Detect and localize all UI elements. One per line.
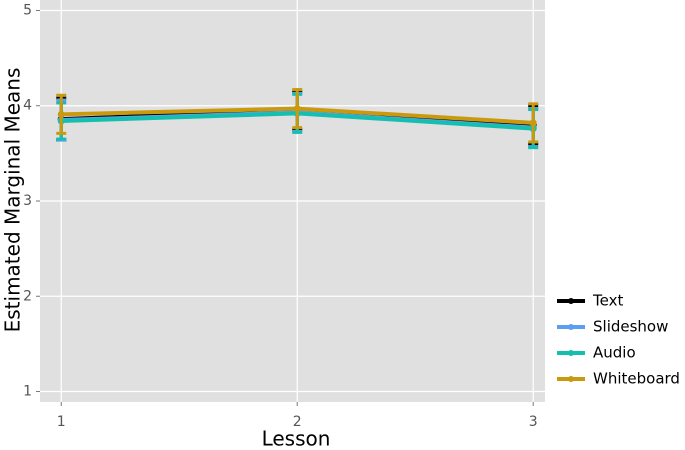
- legend-label: Audio: [593, 344, 636, 362]
- x-axis-label: Lesson: [262, 427, 331, 450]
- x-tick-label: 3: [529, 414, 538, 430]
- y-tick-label: 4: [23, 98, 32, 114]
- point: [529, 119, 537, 127]
- legend-label: Slideshow: [593, 318, 668, 336]
- legend-dot: [568, 298, 574, 304]
- y-tick-label: 2: [23, 288, 32, 304]
- y-tick-label: 5: [23, 2, 32, 18]
- legend-label: Text: [592, 292, 623, 310]
- x-tick-label: 2: [293, 414, 302, 430]
- y-axis-label: Estimated Marginal Means: [1, 68, 25, 333]
- legend-dot: [568, 350, 574, 356]
- legend-dot: [568, 376, 574, 382]
- x-tick-label: 1: [57, 414, 66, 430]
- legend-label: Whiteboard: [593, 370, 680, 388]
- legend-dot: [568, 324, 574, 330]
- y-tick-label: 1: [23, 384, 32, 400]
- y-tick-label: 3: [23, 193, 32, 209]
- point: [293, 105, 301, 113]
- point: [57, 110, 65, 118]
